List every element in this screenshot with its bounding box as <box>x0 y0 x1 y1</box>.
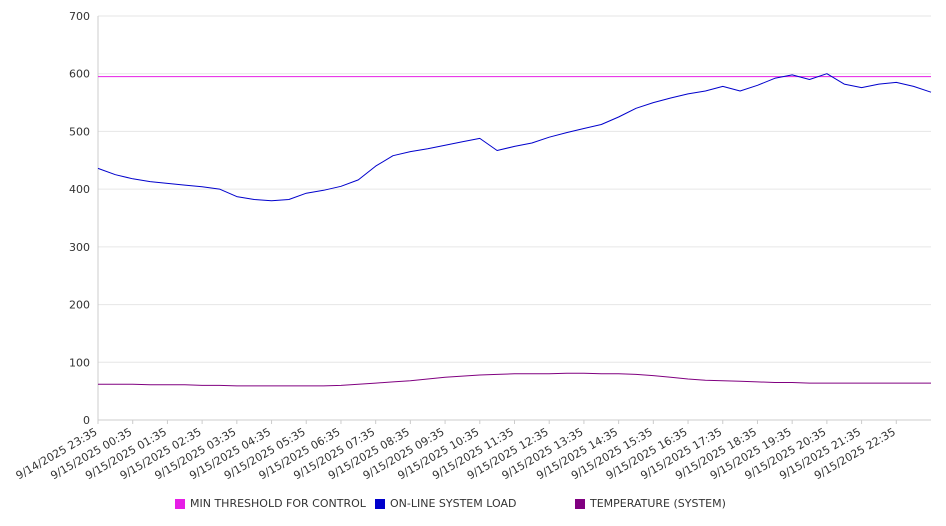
y-tick-label: 500 <box>69 125 90 138</box>
legend-swatch-min-threshold <box>175 498 185 509</box>
y-axis-tick-labels: 0 100 200 300 400 500 600 700 <box>69 10 90 427</box>
series-lines <box>97 73 932 387</box>
legend-label-min-threshold: MIN THRESHOLD FOR CONTROL <box>190 497 366 510</box>
grid-lines <box>98 15 931 421</box>
legend-item-min-threshold[interactable]: MIN THRESHOLD FOR CONTROL <box>175 497 366 510</box>
legend-label-system-load: ON-LINE SYSTEM LOAD <box>390 497 517 510</box>
axes <box>97 16 931 424</box>
y-tick-label: 600 <box>69 68 90 81</box>
series-line-2 <box>98 372 931 387</box>
legend-item-temperature[interactable]: TEMPERATURE (SYSTEM) <box>575 497 726 510</box>
y-tick-label: 200 <box>69 299 90 312</box>
y-tick-label: 100 <box>69 356 90 369</box>
y-tick-label: 400 <box>69 183 90 196</box>
y-tick-label: 700 <box>69 10 90 23</box>
legend: MIN THRESHOLD FOR CONTROL ON-LINE SYSTEM… <box>175 497 935 515</box>
legend-swatch-system-load <box>375 498 385 509</box>
legend-item-system-load[interactable]: ON-LINE SYSTEM LOAD <box>375 497 516 510</box>
series-line-1 <box>97 73 932 202</box>
legend-label-temperature: TEMPERATURE (SYSTEM) <box>590 497 726 510</box>
y-tick-label: 0 <box>83 414 90 427</box>
x-axis-tick-labels: 9/14/2025 23:359/15/2025 00:359/15/2025 … <box>14 425 898 482</box>
y-tick-label: 300 <box>69 241 90 254</box>
legend-swatch-temperature <box>575 498 585 509</box>
